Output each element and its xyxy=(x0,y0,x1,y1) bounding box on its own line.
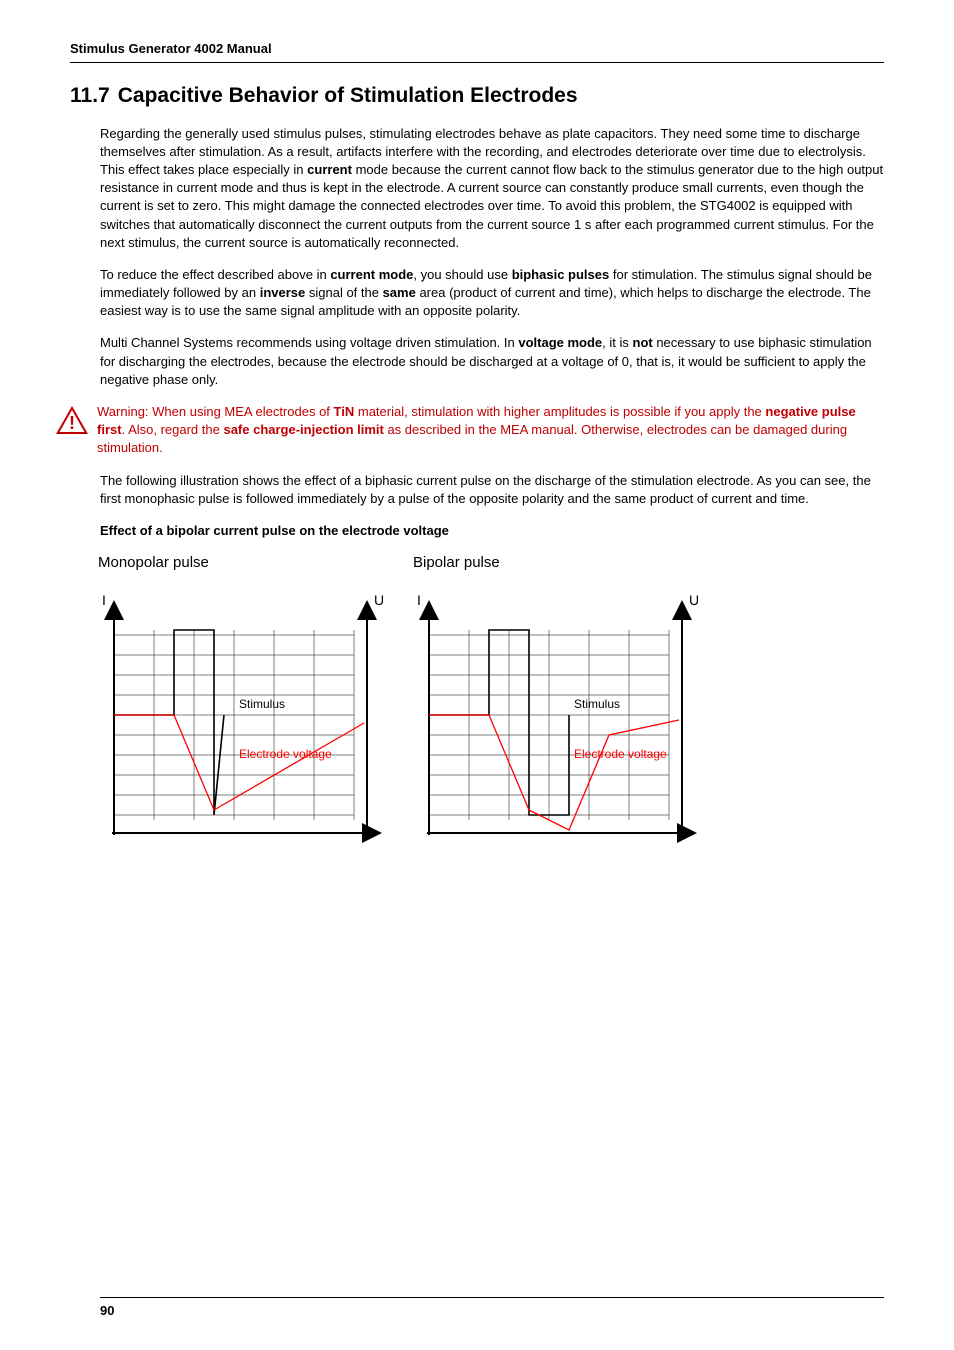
svg-text:U: U xyxy=(374,592,384,608)
warning-block: ! Warning: When using MEA electrodes of … xyxy=(55,403,884,458)
para-1: Regarding the generally used stimulus pu… xyxy=(100,125,884,252)
page-number: 90 xyxy=(100,1303,114,1318)
chart-bipolar: Bipolar pulse I U xyxy=(409,552,704,860)
svg-text:I: I xyxy=(417,592,421,608)
chart-monopolar-svg: I U xyxy=(94,575,389,855)
figure-caption: Effect of a bipolar current pulse on the… xyxy=(100,522,884,540)
para-2: To reduce the effect described above in … xyxy=(100,266,884,321)
chart-bipolar-title: Bipolar pulse xyxy=(409,552,704,573)
svg-text:Electrode voltage: Electrode voltage xyxy=(574,747,667,761)
svg-text:Stimulus: Stimulus xyxy=(574,697,620,711)
warning-text: Warning: When using MEA electrodes of Ti… xyxy=(97,403,884,458)
chart-monopolar: Monopolar pulse I U xyxy=(94,552,389,860)
page-footer: 90 xyxy=(100,1297,884,1320)
svg-text:Electrode voltage: Electrode voltage xyxy=(239,747,332,761)
doc-header: Stimulus Generator 4002 Manual xyxy=(70,40,884,63)
section-number: 11.7 xyxy=(70,84,110,107)
svg-text:I: I xyxy=(102,592,106,608)
chart-bipolar-svg: I U xyxy=(409,575,704,855)
svg-text:Stimulus: Stimulus xyxy=(239,697,285,711)
figure-charts: Monopolar pulse I U xyxy=(94,552,884,860)
section-title-text: Capacitive Behavior of Stimulation Elect… xyxy=(118,84,578,107)
para-4: The following illustration shows the eff… xyxy=(100,472,884,508)
chart-monopolar-title: Monopolar pulse xyxy=(94,552,389,573)
para-3: Multi Channel Systems recommends using v… xyxy=(100,334,884,389)
section-heading: 11.7 Capacitive Behavior of Stimulation E… xyxy=(70,81,884,110)
svg-text:!: ! xyxy=(69,413,75,433)
svg-text:U: U xyxy=(689,592,699,608)
warning-icon: ! xyxy=(55,405,89,440)
